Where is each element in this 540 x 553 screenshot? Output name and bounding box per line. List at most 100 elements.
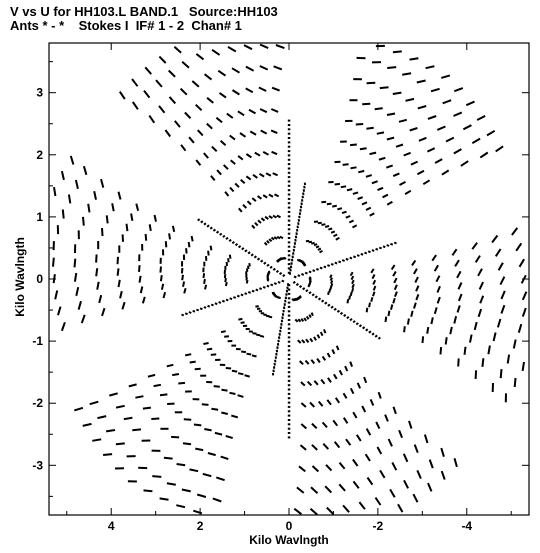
uv-point — [272, 267, 276, 271]
uv-point — [293, 275, 297, 279]
uv-point — [415, 294, 420, 301]
uv-point — [392, 406, 397, 415]
uv-point — [324, 301, 328, 305]
uv-point — [471, 242, 478, 250]
uv-point — [237, 110, 245, 117]
uv-point — [352, 480, 360, 489]
uv-point — [479, 295, 485, 304]
uv-point — [196, 129, 204, 137]
uv-point — [230, 159, 236, 165]
uv-point — [195, 103, 203, 112]
uv-point — [97, 415, 107, 420]
uv-point — [216, 169, 222, 176]
uv-point — [135, 395, 144, 399]
uv-point — [306, 380, 313, 387]
uv-point — [172, 373, 180, 377]
uv-point — [298, 285, 303, 289]
uv-point — [327, 264, 331, 268]
uv-point — [305, 315, 310, 320]
uv-point — [227, 258, 230, 263]
uv-point — [377, 336, 381, 340]
uv-point — [334, 182, 341, 186]
uv-point — [321, 223, 326, 226]
uv-point — [214, 302, 218, 306]
uv-point — [521, 291, 528, 301]
uv-point — [345, 215, 351, 219]
uv-point — [365, 307, 369, 313]
uv-point — [246, 200, 252, 206]
uv-point — [252, 173, 258, 179]
uv-point — [317, 247, 322, 251]
uv-point — [313, 243, 318, 247]
uv-point — [404, 189, 412, 195]
uv-point — [350, 275, 355, 281]
uv-point — [346, 299, 350, 304]
chart-title: V vs U for HH103.L BAND.1 Source:HH103 — [10, 4, 278, 19]
uv-point — [179, 87, 188, 96]
uv-point — [340, 185, 347, 189]
uv-point — [321, 299, 325, 303]
uv-point — [387, 310, 391, 317]
uv-point — [272, 214, 277, 219]
uv-point — [427, 115, 437, 120]
uv-point — [392, 270, 397, 277]
uv-point — [449, 326, 453, 335]
uv-point — [342, 417, 349, 424]
uv-point — [195, 447, 204, 452]
uv-point — [100, 178, 105, 188]
uv-point — [391, 462, 398, 471]
uv-point — [263, 261, 267, 265]
uv-point — [440, 470, 446, 480]
uv-point — [202, 273, 206, 279]
uv-point — [206, 224, 210, 228]
uv-point — [417, 105, 427, 110]
uv-point — [247, 251, 251, 255]
uv-point — [371, 274, 376, 280]
uv-point — [348, 295, 351, 300]
uv-point — [203, 222, 207, 226]
uv-point — [465, 100, 475, 107]
uv-point — [266, 263, 270, 267]
uv-point — [349, 318, 353, 322]
uv-point — [338, 260, 342, 264]
uv-point — [237, 372, 244, 376]
uv-point — [495, 145, 504, 153]
uv-point — [342, 504, 350, 513]
uv-point — [363, 376, 368, 384]
uv-point — [143, 89, 151, 99]
uv-point — [168, 233, 171, 240]
uv-point — [259, 334, 265, 338]
uv-point — [204, 284, 208, 290]
uv-point — [195, 159, 202, 166]
uv-point — [301, 339, 306, 344]
uv-point — [105, 429, 116, 433]
uv-point — [334, 397, 341, 404]
uv-point — [377, 186, 384, 192]
uv-point — [492, 332, 497, 342]
uv-point — [344, 365, 349, 372]
uv-point — [61, 209, 65, 219]
uv-point — [426, 326, 430, 334]
uv-point — [346, 188, 353, 192]
uv-point — [441, 74, 451, 79]
uv-point — [371, 332, 375, 336]
uv-point — [231, 414, 239, 419]
y-tick-label: -2 — [32, 396, 43, 410]
uv-point — [410, 160, 419, 166]
uv-point — [152, 475, 162, 478]
uv-point — [372, 285, 377, 291]
uv-point — [82, 216, 85, 226]
uv-point — [371, 180, 378, 185]
uv-point — [258, 172, 265, 178]
uv-point — [339, 311, 344, 315]
uv-point — [228, 238, 232, 242]
uv-point — [225, 236, 229, 240]
uv-point — [298, 295, 302, 299]
uv-point — [457, 293, 463, 302]
uv-point — [308, 240, 313, 244]
y-axis-ticks: 3 2 1 0 -1 -2 -3 — [32, 61, 529, 497]
uv-point — [309, 507, 318, 516]
uv-point — [204, 428, 212, 432]
uv-point — [151, 417, 160, 420]
uv-point — [218, 92, 227, 99]
